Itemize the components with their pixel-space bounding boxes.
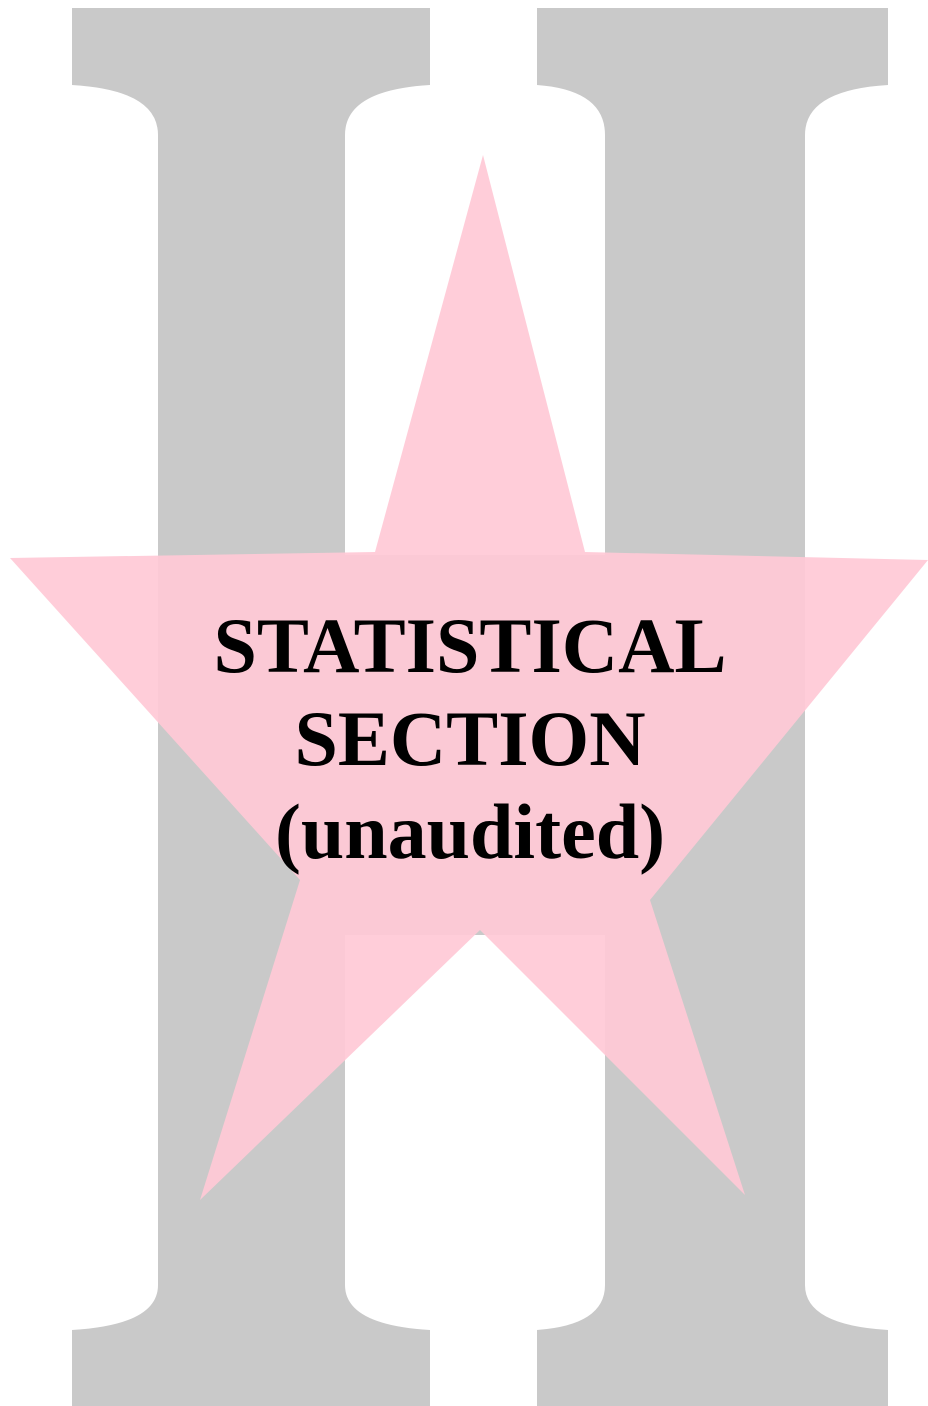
cover-page: STATISTICAL SECTION (unaudited) <box>0 0 928 1406</box>
title-line: (unaudited) <box>275 788 665 875</box>
title-line: STATISTICAL <box>214 602 727 689</box>
title-line: SECTION <box>294 695 645 782</box>
